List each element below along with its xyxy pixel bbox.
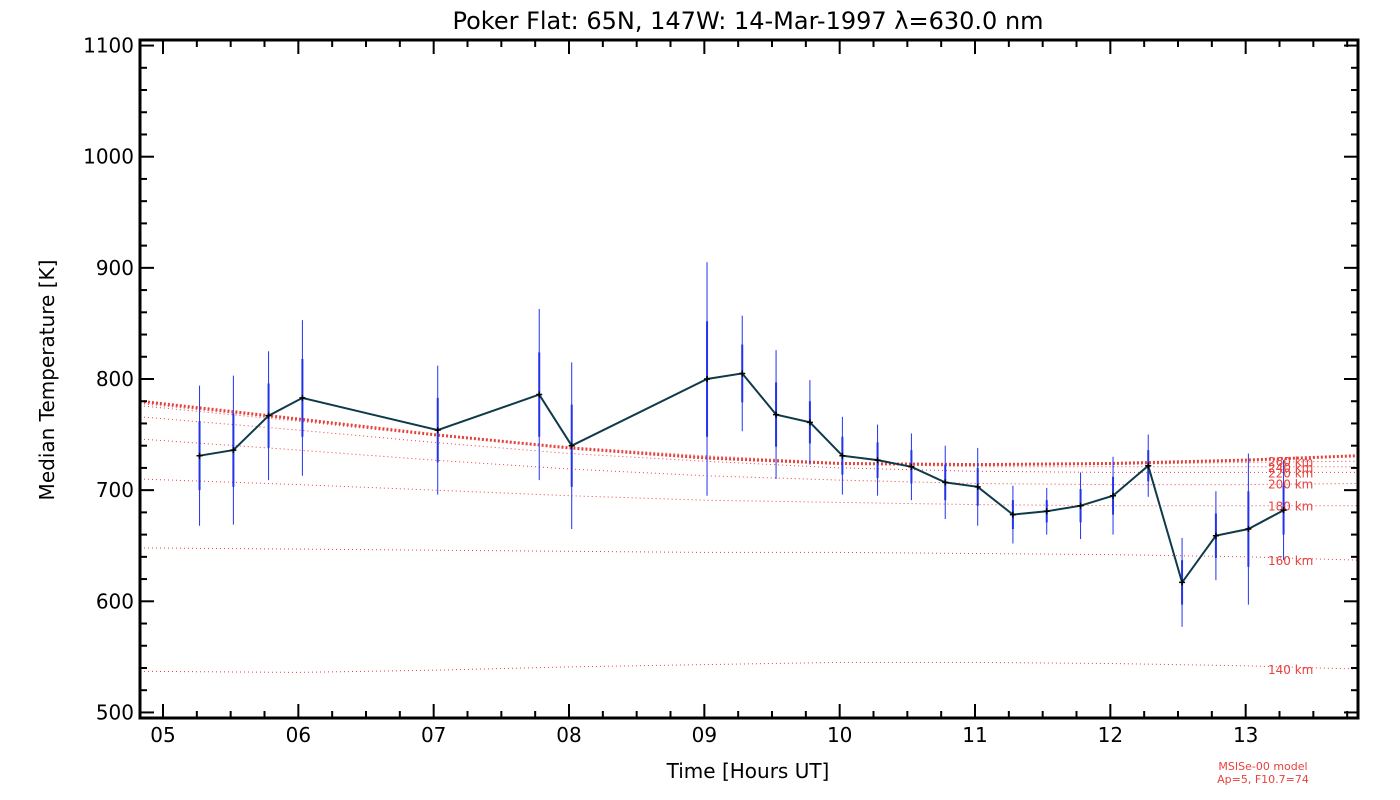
x-tick-label: 08 [556,723,581,747]
model-label-220-km: 220 km [1268,466,1313,480]
plot-frame [138,38,1360,720]
model-curve-exospheric [139,399,1359,467]
model-curve-180-km [139,478,1358,507]
data-point-marker [265,412,272,419]
data-point-marker [1009,511,1016,518]
model-label-160-km: 160 km [1268,554,1313,568]
model-params-note: Ap=5, F10.7=74 [1217,773,1309,786]
data-point-marker [1280,507,1287,514]
model-label-180-km: 180 km [1268,500,1313,514]
model-curve-240-km [139,405,1358,468]
model-curve-220-km [139,416,1358,473]
data-point-marker [299,394,306,401]
data-point-marker [773,411,780,418]
y-tick-label: 800 [96,367,134,391]
data-point-marker [196,452,203,459]
data-point-marker [839,452,846,459]
x-tick-label: 10 [827,723,852,747]
x-axis-label: Time [Hours UT] [666,759,830,783]
y-tick-label: 700 [96,478,134,502]
x-tick-label: 09 [692,723,717,747]
y-tick-label: 500 [96,700,134,724]
data-point-marker [1110,492,1117,499]
model-label-140-km: 140 km [1268,663,1313,677]
model-curve-260-km [139,403,1359,466]
model-name-note: MSISe-00 model [1218,760,1307,773]
model-label-240-km: 240 km [1268,461,1313,475]
data-point-marker [704,376,711,382]
data-point-marker [536,391,543,398]
model-curve-140-km [139,661,1359,673]
data-point-marker [806,419,813,426]
y-tick-label: 600 [96,589,134,613]
data-point-marker [434,427,441,434]
data-point-marker [230,447,237,454]
x-tick-label: 11 [962,723,987,747]
model-curve-160-km [139,547,1359,561]
data-point-marker [1212,532,1219,539]
data-point-marker [739,370,746,377]
data-point-marker [1179,579,1186,586]
data-point-marker [568,442,575,449]
data-point-marker [1245,526,1252,533]
data-point-marker [874,457,881,464]
chart-title: Poker Flat: 65N, 147W: 14-Mar-1997 λ=630… [452,7,1043,35]
x-tick-label: 05 [150,723,175,747]
model-label-200-km: 200 km [1268,478,1313,492]
x-tick-label: 13 [1233,723,1258,747]
data-point-marker [908,463,915,470]
y-tick-label: 1100 [83,34,134,58]
data-point-marker [1077,502,1084,509]
y-tick-label: 900 [96,256,134,280]
x-tick-label: 06 [286,723,311,747]
y-axis-label: Median Temperature [K] [35,260,59,501]
data-point-marker [1043,508,1050,515]
x-tick-label: 12 [1098,723,1123,747]
data-point-marker [942,479,949,486]
y-tick-label: 1000 [83,145,134,169]
temperature-series-line [199,372,1285,585]
model-curve-200-km [139,438,1359,486]
data-point-marker [1145,462,1152,469]
data-point-marker [974,483,981,490]
x-tick-label: 07 [421,723,446,747]
